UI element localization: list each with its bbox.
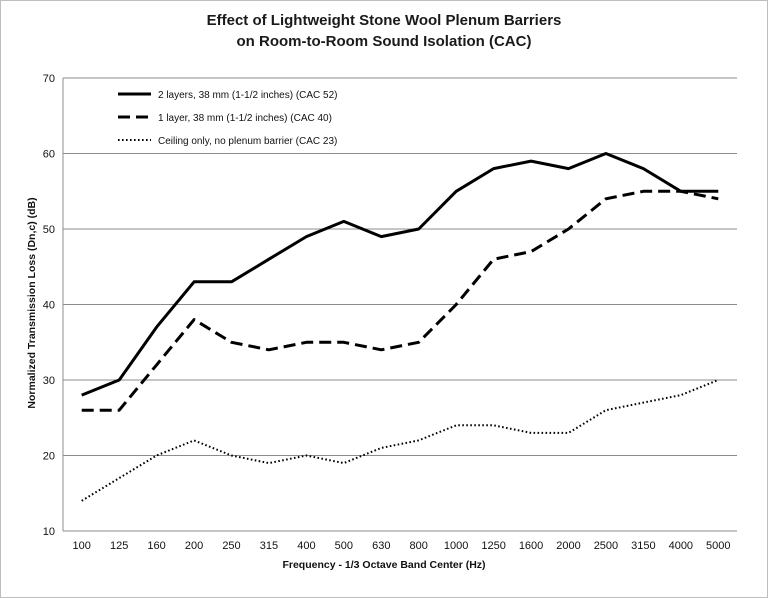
series-lines bbox=[81, 152, 719, 502]
x-tick-label: 2000 bbox=[556, 540, 580, 552]
x-tick-label: 500 bbox=[335, 540, 353, 552]
y-axis-label: Normalized Transmission Loss (Dn,c) (dB) bbox=[26, 197, 38, 408]
x-tick-label: 100 bbox=[73, 540, 91, 552]
x-tick-label: 315 bbox=[260, 540, 278, 552]
chart-title-line-2: on Room-to-Room Sound Isolation (CAC) bbox=[237, 33, 532, 50]
x-tick-label: 1600 bbox=[519, 540, 543, 552]
x-tick-label: 3150 bbox=[631, 540, 655, 552]
x-tick-label: 250 bbox=[222, 540, 240, 552]
x-tick-label: 400 bbox=[297, 540, 315, 552]
y-tick-label: 60 bbox=[43, 149, 55, 161]
y-tick-label: 20 bbox=[43, 451, 55, 463]
legend-label-2: 1 layer, 38 mm (1-1/2 inches) (CAC 40) bbox=[158, 113, 332, 124]
y-tick-label: 70 bbox=[43, 73, 55, 85]
x-tick-label: 1250 bbox=[481, 540, 505, 552]
chart-title-line-1: Effect of Lightweight Stone Wool Plenum … bbox=[207, 12, 562, 29]
series-line-2 bbox=[81, 189, 719, 412]
y-tick-label: 10 bbox=[43, 526, 55, 538]
x-tick-label: 125 bbox=[110, 540, 128, 552]
x-tick-label: 4000 bbox=[669, 540, 693, 552]
x-tick-label: 800 bbox=[410, 540, 428, 552]
y-tick-label: 40 bbox=[43, 300, 55, 312]
x-axis-label: Frequency - 1/3 Octave Band Center (Hz) bbox=[282, 559, 485, 571]
legend-label-3: Ceiling only, no plenum barrier (CAC 23) bbox=[158, 136, 337, 147]
x-tick-label: 2500 bbox=[594, 540, 618, 552]
x-tick-label: 630 bbox=[372, 540, 390, 552]
x-tick-label: 5000 bbox=[706, 540, 730, 552]
y-tick-label: 30 bbox=[43, 375, 55, 387]
x-tick-label: 1000 bbox=[444, 540, 468, 552]
series-line-1 bbox=[81, 152, 719, 397]
x-tick-label: 200 bbox=[185, 540, 203, 552]
x-tick-labels: 100 125 160 200 250 315 400 500 630 800 1000 1250 16… bbox=[73, 540, 731, 552]
series-line-3 bbox=[81, 379, 719, 502]
legend-label-1: 2 layers, 38 mm (1-1/2 inches) (CAC 52) bbox=[158, 90, 338, 101]
y-tick-label: 50 bbox=[43, 224, 55, 236]
x-tick-label: 160 bbox=[147, 540, 165, 552]
y-tick-labels: 10 20 30 40 50 60 70 bbox=[43, 73, 55, 538]
legend: 2 layers, 38 mm (1-1/2 inches) (CAC 52) 1… bbox=[118, 90, 338, 147]
